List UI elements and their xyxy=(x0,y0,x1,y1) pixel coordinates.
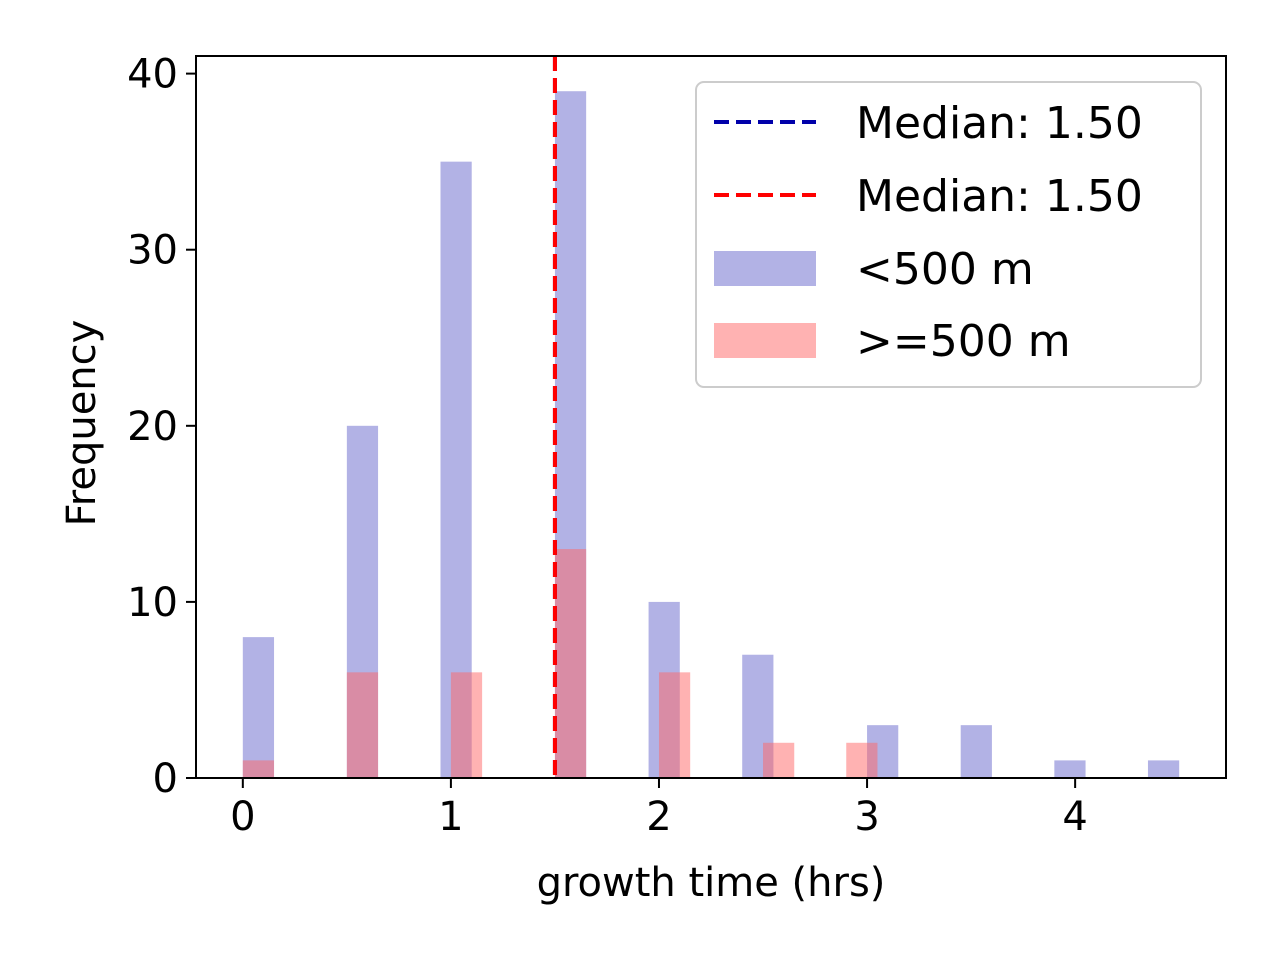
y-tick-label: 40 xyxy=(127,52,178,98)
x-tick-label: 3 xyxy=(854,794,879,840)
bar-over-500 xyxy=(242,760,275,778)
bar-over-500 xyxy=(554,549,587,778)
x-tick-label: 2 xyxy=(646,794,671,840)
legend-swatch-under-500 xyxy=(714,251,816,286)
legend-label-under-500: <500 m xyxy=(856,244,1034,295)
x-axis-label: growth time (hrs) xyxy=(537,860,886,906)
bar-over-500 xyxy=(658,672,691,778)
x-tick-label: 4 xyxy=(1062,794,1087,840)
y-tick-label: 10 xyxy=(127,580,178,626)
bar-over-500 xyxy=(846,742,878,778)
legend: Median: 1.50 Median: 1.50 <500 m >=500 m xyxy=(695,81,1202,388)
bar-under-500 xyxy=(960,725,992,778)
bar-under-500 xyxy=(242,637,275,778)
bar-under-500 xyxy=(1054,760,1086,778)
y-axis-label: Frequency xyxy=(59,320,105,527)
y-tick-label: 20 xyxy=(127,404,178,450)
y-tick-label: 0 xyxy=(153,756,178,802)
legend-swatch-over-500 xyxy=(714,323,816,358)
legend-box xyxy=(695,81,1202,388)
plot-frame xyxy=(195,55,1227,779)
bar-over-500 xyxy=(450,672,483,778)
legend-label-median-red: Median: 1.50 xyxy=(856,171,1143,222)
bar-under-500 xyxy=(1147,760,1180,778)
x-tick-label: 0 xyxy=(230,794,255,840)
x-tick-label: 1 xyxy=(438,794,463,840)
legend-label-over-500: >=500 m xyxy=(856,316,1071,367)
bar-over-500 xyxy=(346,672,379,778)
legend-label-median-blue: Median: 1.50 xyxy=(856,98,1143,149)
bars-layer xyxy=(242,91,1180,779)
bar-over-500 xyxy=(763,742,795,778)
y-tick-label: 30 xyxy=(127,228,178,274)
